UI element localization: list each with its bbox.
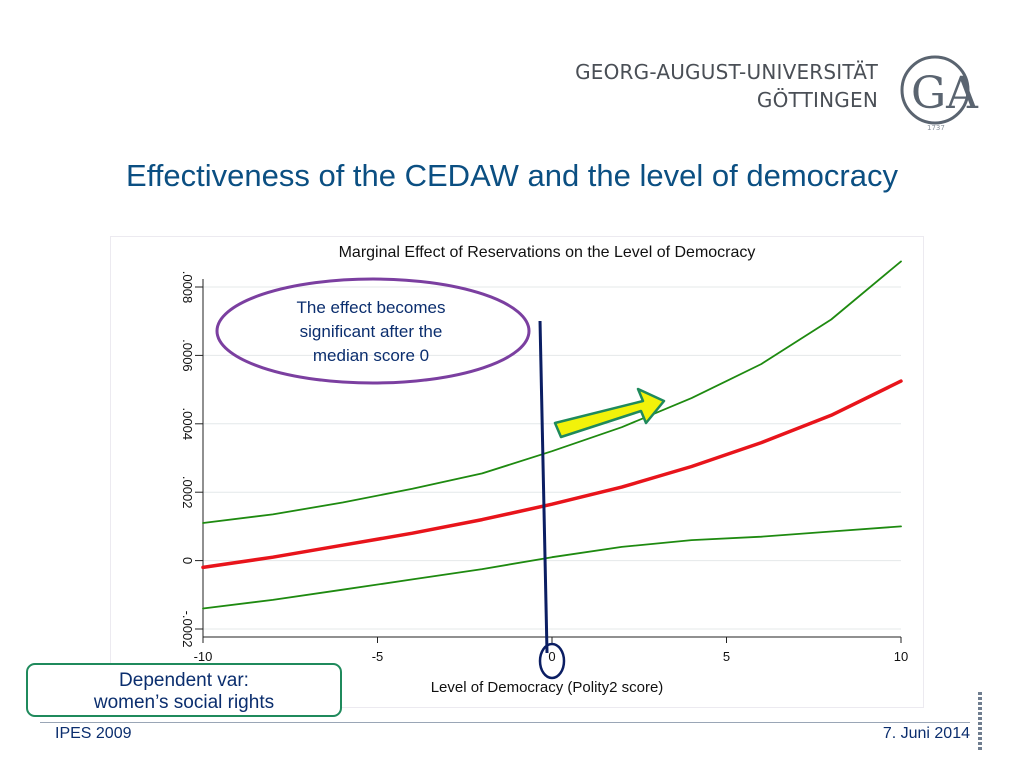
logo-letters: GA [911,68,979,119]
significance-ellipse [215,277,531,385]
ellipse-text-line1: The effect becomes [297,298,446,317]
ellipse-text-line3: median score 0 [313,346,429,365]
marginal-effect-chart: Marginal Effect of Reservations on the L… [180,244,908,696]
marker-layer [538,320,566,680]
university-name: GEORG-AUGUST-UNIVERSITÄT GÖTTINGEN [575,58,878,114]
y-tick-label: .0002 [180,476,195,509]
x-tick-label: -10 [194,649,213,664]
median-marker-line [538,320,549,654]
lower-confidence-line [202,525,902,610]
significance-ellipse-annotation: The effect becomes significant after the… [215,277,531,385]
footer-conference: IPES 2009 [55,725,132,742]
y-tick-label: .0008 [180,271,195,304]
x-tick-label: -5 [372,649,384,664]
yellow-arrow-icon [553,387,666,439]
series-layer [201,260,903,610]
university-name-line2: GÖTTINGEN [756,88,878,112]
ellipse-text-line2: significant after the [300,322,443,341]
y-tick-label: .0004 [180,408,195,441]
chart-frame: Marginal Effect of Reservations on the L… [110,236,924,708]
decorative-edge-bar [978,692,982,750]
dependent-var-line2: women’s social rights [93,692,275,713]
university-seal-logo: GA 1737 [900,55,979,132]
chart-title: Marginal Effect of Reservations on the L… [339,244,756,261]
slide-title: Effectiveness of the CEDAW and the level… [126,158,898,193]
dependent-variable-callout: Dependent var: women’s social rights [26,663,342,717]
axis-layer: -.0002 0 .0002 .0004 .0006 .0008 -10 -5 0 5 10 [180,271,908,664]
footer-date: 7. Juni 2014 [882,725,970,742]
y-tick-label: 0 [180,557,195,564]
zero-tick-highlight-circle [538,642,566,680]
university-name-line1: GEORG-AUGUST-UNIVERSITÄT [575,60,878,84]
x-tick-label: 0 [548,649,555,664]
x-axis-label: Level of Democracy (Polity2 score) [431,679,664,696]
marginal-effect-line [201,379,903,570]
upper-confidence-line [202,260,902,524]
grid-layer [203,286,901,630]
x-tick-label: 10 [894,649,908,664]
x-tick-label: 5 [723,649,730,664]
y-tick-label: .0006 [180,339,195,372]
footer-divider [40,722,970,723]
dependent-var-line1: Dependent var: [119,670,249,691]
y-tick-label: -.0002 [180,611,195,648]
logo-year: 1737 [927,124,945,132]
